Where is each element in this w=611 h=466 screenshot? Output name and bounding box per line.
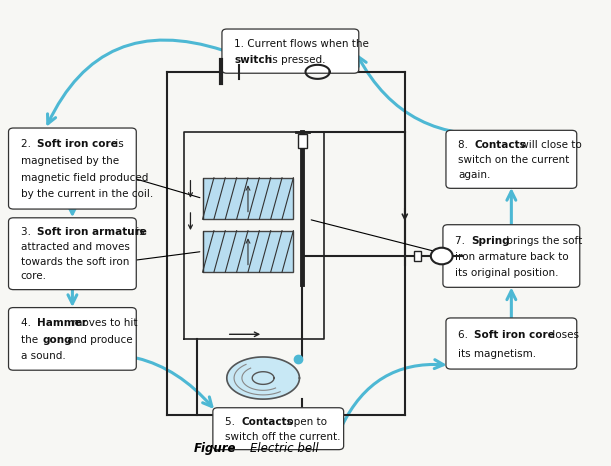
Text: Soft iron core: Soft iron core [474,330,555,340]
Text: switch: switch [234,55,272,65]
Text: loses: loses [549,330,579,340]
Text: 3.: 3. [21,227,34,238]
Text: Electric bell: Electric bell [219,442,318,455]
Polygon shape [227,357,299,399]
Text: gong: gong [42,335,71,345]
Text: 6.: 6. [458,330,471,340]
Text: its magnetism.: its magnetism. [458,349,536,358]
Text: core.: core. [21,271,46,281]
Text: will close to: will close to [517,140,582,150]
Text: attracted and moves: attracted and moves [21,242,130,252]
Text: Soft iron armature: Soft iron armature [37,227,147,238]
FancyBboxPatch shape [414,252,421,260]
FancyBboxPatch shape [203,231,293,272]
Text: magnetic field produced: magnetic field produced [21,173,148,183]
Text: its original position.: its original position. [455,268,558,278]
Text: the: the [21,335,41,345]
Text: Spring: Spring [471,236,510,246]
Text: Contacts: Contacts [474,140,526,150]
Text: magnetised by the: magnetised by the [21,156,119,166]
FancyBboxPatch shape [9,308,136,370]
Text: Figure: Figure [194,442,236,455]
Text: switch off the current.: switch off the current. [225,432,340,442]
Text: iron armature back to: iron armature back to [455,252,569,262]
Text: is pressed.: is pressed. [266,55,326,65]
Text: by the current in the coil.: by the current in the coil. [21,190,153,199]
FancyBboxPatch shape [9,218,136,290]
Text: is: is [133,227,145,238]
Text: moves to hit: moves to hit [69,318,137,329]
FancyBboxPatch shape [443,225,580,288]
Text: a sound.: a sound. [21,351,65,361]
Circle shape [431,248,453,264]
Text: 4.: 4. [21,318,34,329]
Text: Contacts: Contacts [241,417,293,427]
Text: again.: again. [458,170,491,180]
Text: 8.: 8. [458,140,471,150]
Text: open to: open to [284,417,327,427]
Text: towards the soft iron: towards the soft iron [21,257,129,267]
FancyBboxPatch shape [446,318,577,369]
FancyBboxPatch shape [446,130,577,188]
Text: Soft iron core: Soft iron core [37,139,117,149]
FancyBboxPatch shape [9,128,136,209]
Text: 5.: 5. [225,417,238,427]
FancyBboxPatch shape [203,178,293,219]
Text: switch on the current: switch on the current [458,155,569,165]
Text: brings the soft: brings the soft [503,236,583,246]
Text: and produce: and produce [64,335,132,345]
Text: 7.: 7. [455,236,468,246]
Text: 1. Current flows when the: 1. Current flows when the [234,39,369,49]
FancyBboxPatch shape [222,29,359,73]
FancyBboxPatch shape [213,408,343,450]
Text: 2.: 2. [21,139,34,149]
FancyBboxPatch shape [298,134,307,148]
Text: Hammer: Hammer [37,318,87,329]
Text: is: is [112,139,123,149]
